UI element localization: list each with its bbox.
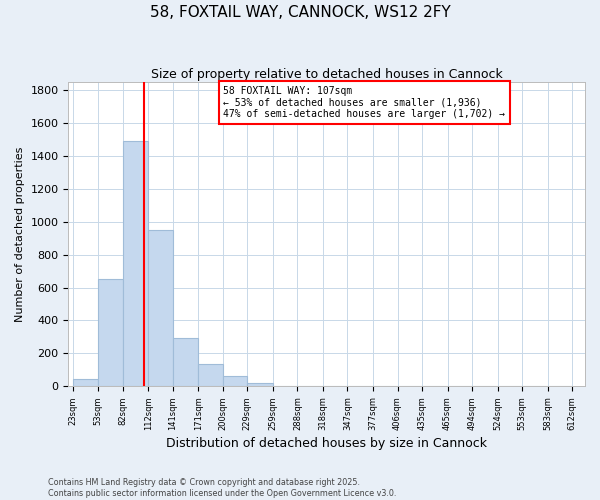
Y-axis label: Number of detached properties: Number of detached properties (15, 146, 25, 322)
Text: 58 FOXTAIL WAY: 107sqm
← 53% of detached houses are smaller (1,936)
47% of semi-: 58 FOXTAIL WAY: 107sqm ← 53% of detached… (223, 86, 505, 120)
Bar (148, 230, 173, 386)
Bar (223, 376, 247, 386)
Title: Size of property relative to detached houses in Cannock: Size of property relative to detached ho… (151, 68, 503, 80)
X-axis label: Distribution of detached houses by size in Cannock: Distribution of detached houses by size … (166, 437, 487, 450)
Bar (73, 379, 98, 386)
Text: 58, FOXTAIL WAY, CANNOCK, WS12 2FY: 58, FOXTAIL WAY, CANNOCK, WS12 2FY (149, 5, 451, 20)
Bar (122, 141, 148, 386)
Text: Contains HM Land Registry data © Crown copyright and database right 2025.
Contai: Contains HM Land Registry data © Crown c… (48, 478, 397, 498)
Bar (98, 280, 122, 386)
Bar (247, 383, 273, 386)
Bar (173, 338, 198, 386)
Bar (198, 364, 223, 386)
